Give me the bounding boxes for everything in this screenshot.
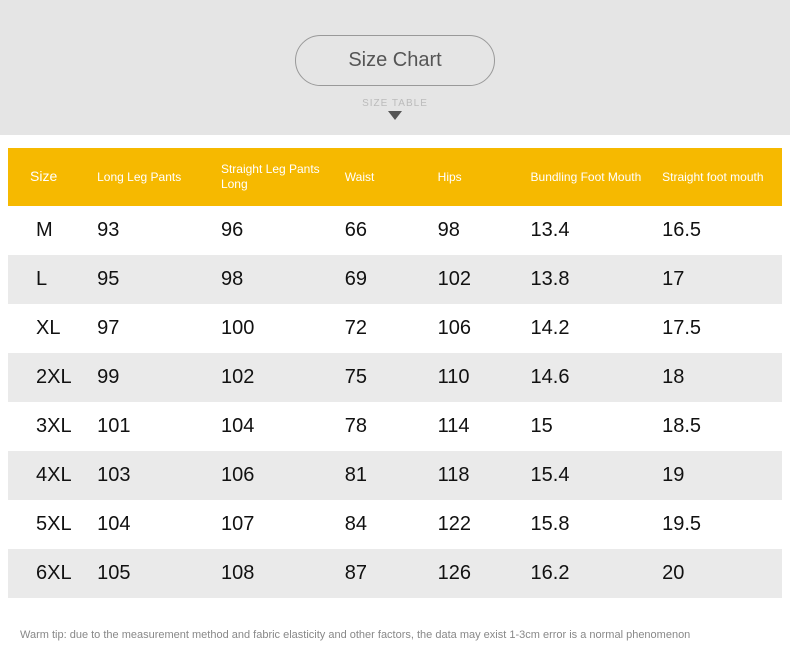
cell-strt: 108 (217, 549, 341, 598)
cell-strt: 104 (217, 402, 341, 451)
cell-long: 95 (93, 255, 217, 304)
cell-size: M (8, 206, 93, 255)
cell-bund: 13.8 (527, 255, 659, 304)
cell-hips: 114 (434, 402, 527, 451)
cell-long: 104 (93, 500, 217, 549)
cell-size: XL (8, 304, 93, 353)
table-row: 4XL 103 106 81 118 15.4 19 (8, 451, 782, 500)
cell-waist: 84 (341, 500, 434, 549)
cell-bund: 15.4 (527, 451, 659, 500)
cell-waist: 78 (341, 402, 434, 451)
cell-bund: 15 (527, 402, 659, 451)
cell-sfm: 17 (658, 255, 782, 304)
table-row: XL 97 100 72 106 14.2 17.5 (8, 304, 782, 353)
cell-strt: 102 (217, 353, 341, 402)
table-row: 6XL 105 108 87 126 16.2 20 (8, 549, 782, 598)
cell-sfm: 17.5 (658, 304, 782, 353)
cell-sfm: 19 (658, 451, 782, 500)
cell-sfm: 18.5 (658, 402, 782, 451)
cell-long: 103 (93, 451, 217, 500)
table-row: L 95 98 69 102 13.8 17 (8, 255, 782, 304)
cell-bund: 15.8 (527, 500, 659, 549)
cell-bund: 13.4 (527, 206, 659, 255)
cell-hips: 122 (434, 500, 527, 549)
cell-size: 5XL (8, 500, 93, 549)
warm-tip-note: Warm tip: due to the measurement method … (20, 628, 770, 642)
table-row: 3XL 101 104 78 114 15 18.5 (8, 402, 782, 451)
cell-waist: 69 (341, 255, 434, 304)
cell-hips: 118 (434, 451, 527, 500)
col-header-straight: Straight Leg Pants Long (217, 148, 341, 206)
cell-size: 6XL (8, 549, 93, 598)
table-row: 2XL 99 102 75 110 14.6 18 (8, 353, 782, 402)
col-header-size: Size (8, 148, 93, 206)
cell-size: 3XL (8, 402, 93, 451)
table-header-row: Size Long Leg Pants Straight Leg Pants L… (8, 148, 782, 206)
cell-sfm: 20 (658, 549, 782, 598)
col-header-long-leg: Long Leg Pants (93, 148, 217, 206)
size-table-container: Size Long Leg Pants Straight Leg Pants L… (8, 148, 782, 598)
table-row: M 93 96 66 98 13.4 16.5 (8, 206, 782, 255)
cell-hips: 98 (434, 206, 527, 255)
cell-sfm: 19.5 (658, 500, 782, 549)
cell-size: L (8, 255, 93, 304)
cell-hips: 110 (434, 353, 527, 402)
size-table-body: M 93 96 66 98 13.4 16.5 L 95 98 69 102 1… (8, 206, 782, 598)
col-header-bundling: Bundling Foot Mouth (527, 148, 659, 206)
cell-long: 93 (93, 206, 217, 255)
cell-waist: 72 (341, 304, 434, 353)
col-header-sfm: Straight foot mouth (658, 148, 782, 206)
size-table-subtitle: SIZE TABLE (0, 98, 790, 109)
cell-waist: 81 (341, 451, 434, 500)
header-section: Size Chart SIZE TABLE (0, 0, 790, 135)
cell-bund: 14.6 (527, 353, 659, 402)
cell-strt: 98 (217, 255, 341, 304)
cell-long: 105 (93, 549, 217, 598)
cell-strt: 100 (217, 304, 341, 353)
table-row: 5XL 104 107 84 122 15.8 19.5 (8, 500, 782, 549)
cell-waist: 75 (341, 353, 434, 402)
cell-long: 97 (93, 304, 217, 353)
cell-bund: 14.2 (527, 304, 659, 353)
size-table: Size Long Leg Pants Straight Leg Pants L… (8, 148, 782, 598)
cell-hips: 126 (434, 549, 527, 598)
cell-waist: 87 (341, 549, 434, 598)
cell-sfm: 16.5 (658, 206, 782, 255)
size-chart-title-pill: Size Chart (295, 35, 494, 86)
cell-hips: 102 (434, 255, 527, 304)
cell-strt: 106 (217, 451, 341, 500)
col-header-hips: Hips (434, 148, 527, 206)
cell-bund: 16.2 (527, 549, 659, 598)
cell-size: 4XL (8, 451, 93, 500)
col-header-waist: Waist (341, 148, 434, 206)
cell-sfm: 18 (658, 353, 782, 402)
cell-waist: 66 (341, 206, 434, 255)
cell-strt: 107 (217, 500, 341, 549)
cell-size: 2XL (8, 353, 93, 402)
cell-long: 99 (93, 353, 217, 402)
cell-long: 101 (93, 402, 217, 451)
chevron-down-icon (388, 111, 402, 120)
cell-strt: 96 (217, 206, 341, 255)
cell-hips: 106 (434, 304, 527, 353)
